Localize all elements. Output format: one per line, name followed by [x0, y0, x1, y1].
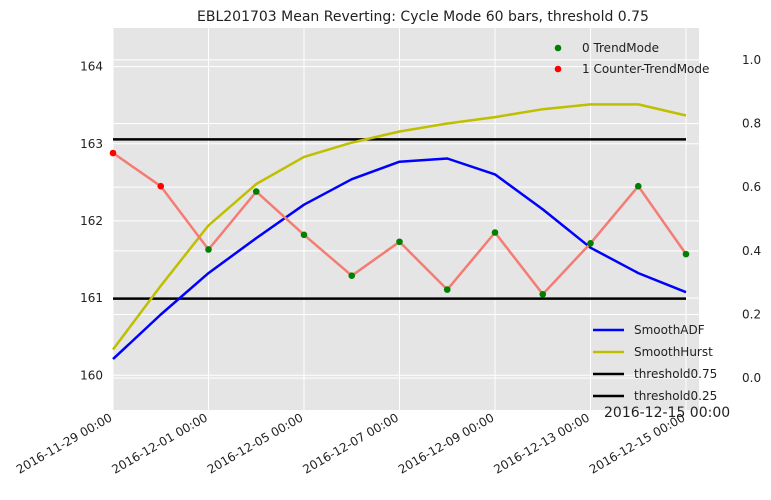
legend-marker-1 — [554, 65, 562, 73]
right-tick-label: 1.0 — [742, 53, 761, 67]
chart-title: EBL201703 Mean Reverting: Cycle Mode 60 … — [197, 9, 649, 25]
left-tick-label: 161 — [80, 291, 103, 305]
mode-point-9 — [539, 290, 547, 298]
legend-label-SmoothADF: SmoothADF — [634, 323, 705, 337]
left-tick-label: 163 — [80, 137, 103, 151]
left-tick-label: 162 — [80, 214, 103, 228]
series-lines — [112, 103, 687, 361]
mode-point-1 — [157, 182, 165, 190]
plot-area — [113, 28, 699, 410]
scatter-legend: 0 TrendMode 1 Counter-TrendMode — [554, 41, 709, 76]
left-tick-label: 160 — [80, 368, 103, 382]
right-y-axis: 0.0 0.2 0.4 0.6 0.8 1.0 — [742, 53, 761, 385]
legend-label-SmoothHurst: SmoothHurst — [634, 345, 713, 359]
mode-point-2 — [205, 246, 212, 253]
x-tick-label: 2016-11-29 00:00 — [14, 410, 115, 476]
mode-point-4 — [300, 231, 308, 239]
mode-point-5 — [348, 272, 356, 280]
x-tick-label: 2016-12-13 00:00 — [491, 410, 592, 476]
legend-label-threshold0.25: threshold0.25 — [634, 389, 717, 403]
mode-point-0 — [109, 149, 117, 157]
mode-point-12 — [682, 250, 690, 258]
right-tick-label: 0.6 — [742, 180, 761, 194]
right-tick-label: 0.0 — [742, 371, 761, 385]
mode-point-7 — [443, 286, 451, 293]
line-legend: SmoothADF SmoothHurst threshold0.75 thresho… — [593, 323, 717, 403]
right-tick-label: 0.8 — [742, 117, 761, 131]
series-SmoothADF — [112, 157, 687, 361]
legend-label-0: 0 TrendMode — [582, 41, 659, 55]
mode-point-8 — [491, 229, 499, 236]
threshold-lines — [113, 138, 686, 300]
left-y-axis: 160 161 162 163 164 — [80, 60, 103, 383]
series-SmoothHurst — [112, 103, 687, 351]
mode-point-6 — [396, 238, 403, 246]
x-tick-label: 2016-12-07 00:00 — [300, 410, 401, 476]
x-tick-label: 2016-12-05 00:00 — [205, 410, 306, 476]
mode-points — [109, 149, 690, 298]
right-tick-label: 0.2 — [742, 308, 761, 322]
legend-label-1: 1 Counter-TrendMode — [582, 62, 709, 76]
mode-point-11 — [634, 182, 642, 190]
right-tick-label: 0.4 — [742, 244, 761, 258]
mode-point-3 — [252, 188, 260, 195]
legend-label-threshold0.75: threshold0.75 — [634, 367, 717, 381]
legend-marker-0 — [554, 44, 562, 52]
x-tick-label: 2016-12-09 00:00 — [396, 410, 497, 476]
left-tick-label: 164 — [80, 60, 103, 74]
x-tick-label: 2016-12-01 00:00 — [109, 410, 210, 476]
mode-point-10 — [587, 240, 594, 247]
cursor-annotation: 2016-12-15 00:00 — [604, 405, 730, 421]
